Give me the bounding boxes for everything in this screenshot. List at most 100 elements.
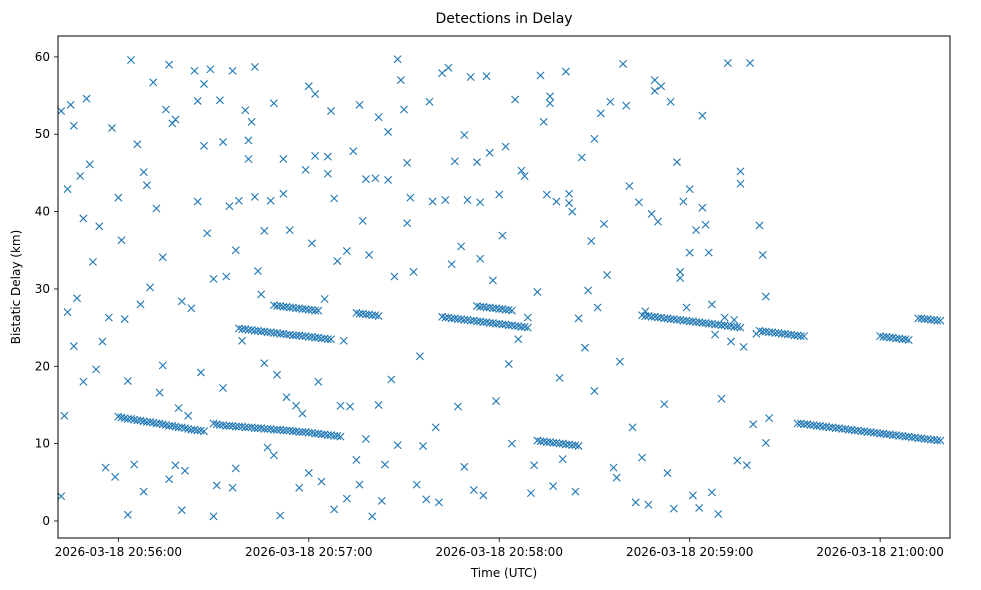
data-point: [603, 271, 612, 279]
data-point: [285, 226, 294, 235]
data-point: [225, 202, 234, 211]
data-point: [736, 323, 745, 332]
data-point: [88, 257, 97, 266]
data-point: [625, 182, 634, 191]
data-point: [628, 423, 637, 432]
data-point: [123, 510, 132, 519]
data-point: [342, 247, 351, 256]
data-point: [269, 99, 278, 108]
data-point: [253, 267, 262, 276]
data-point: [749, 420, 758, 429]
data-point: [330, 194, 339, 203]
data-point: [571, 441, 580, 450]
data-point: [187, 304, 196, 313]
data-point: [250, 62, 259, 71]
data-point: [374, 113, 383, 122]
data-point: [577, 153, 586, 162]
data-point: [244, 136, 253, 145]
data-point: [555, 373, 564, 382]
data-point: [133, 140, 142, 149]
data-point: [260, 226, 269, 235]
data-point: [57, 492, 66, 501]
data-point: [533, 288, 542, 297]
data-point: [511, 95, 520, 104]
data-point: [339, 336, 348, 345]
data-point: [765, 414, 774, 423]
data-point: [707, 300, 716, 309]
data-point: [400, 105, 408, 114]
data-point: [676, 267, 685, 276]
data-point: [904, 335, 913, 344]
data-point: [574, 314, 583, 323]
data-point: [565, 189, 574, 198]
data-point: [393, 441, 402, 450]
data-point: [492, 397, 501, 406]
x-tick-label: 2026-03-18 20:56:00: [55, 545, 182, 559]
data-point: [177, 297, 186, 306]
data-point: [479, 491, 488, 500]
data-point: [260, 359, 269, 368]
data-point: [796, 332, 805, 341]
y-tick-label: 40: [35, 205, 50, 219]
data-point: [679, 197, 688, 206]
data-point: [269, 425, 278, 434]
x-tick-label: 2026-03-18 20:59:00: [626, 545, 753, 559]
data-point: [552, 197, 561, 206]
data-point: [390, 272, 399, 281]
data-point: [615, 357, 624, 366]
data-point: [546, 92, 555, 101]
data-point: [698, 111, 707, 120]
data-point: [653, 217, 662, 226]
data-point: [190, 66, 199, 75]
data-point: [387, 375, 396, 384]
data-point: [66, 100, 75, 109]
data-point: [180, 466, 189, 475]
data-point: [698, 203, 707, 212]
data-point: [79, 377, 88, 386]
y-axis-label: Bistatic Delay (km): [9, 230, 23, 345]
data-point: [593, 303, 602, 312]
data-point: [222, 272, 231, 281]
data-point: [752, 329, 761, 338]
data-point: [520, 322, 529, 331]
data-point: [374, 400, 383, 409]
data-point: [212, 481, 221, 490]
data-point: [231, 464, 240, 473]
data-point: [584, 286, 593, 295]
data-point: [685, 185, 694, 194]
data-point: [260, 424, 269, 433]
data-point: [704, 248, 713, 257]
data-point: [758, 250, 767, 259]
data-point: [501, 142, 510, 151]
y-tick-label: 60: [35, 50, 50, 64]
data-point: [114, 412, 123, 421]
data-point: [650, 76, 659, 85]
y-tick-label: 10: [35, 437, 50, 451]
data-point: [453, 402, 462, 411]
data-point: [682, 303, 691, 312]
data-point: [130, 460, 139, 469]
data-point: [707, 488, 716, 497]
data-point: [466, 73, 475, 81]
data-point: [288, 331, 297, 340]
data-point: [330, 505, 339, 514]
data-point: [574, 441, 583, 450]
data-point: [257, 290, 266, 299]
data-point: [200, 427, 209, 436]
data-point: [304, 82, 313, 91]
data-point: [98, 337, 107, 346]
data-point: [476, 198, 485, 207]
data-point: [358, 216, 367, 225]
data-point: [415, 352, 424, 361]
data-point: [117, 236, 126, 245]
data-point: [476, 254, 485, 263]
data-point: [536, 71, 545, 80]
data-point: [333, 257, 342, 266]
data-point: [152, 204, 161, 213]
data-point: [355, 480, 364, 489]
data-point: [396, 76, 405, 85]
data-point: [63, 185, 72, 194]
data-point: [403, 158, 412, 167]
